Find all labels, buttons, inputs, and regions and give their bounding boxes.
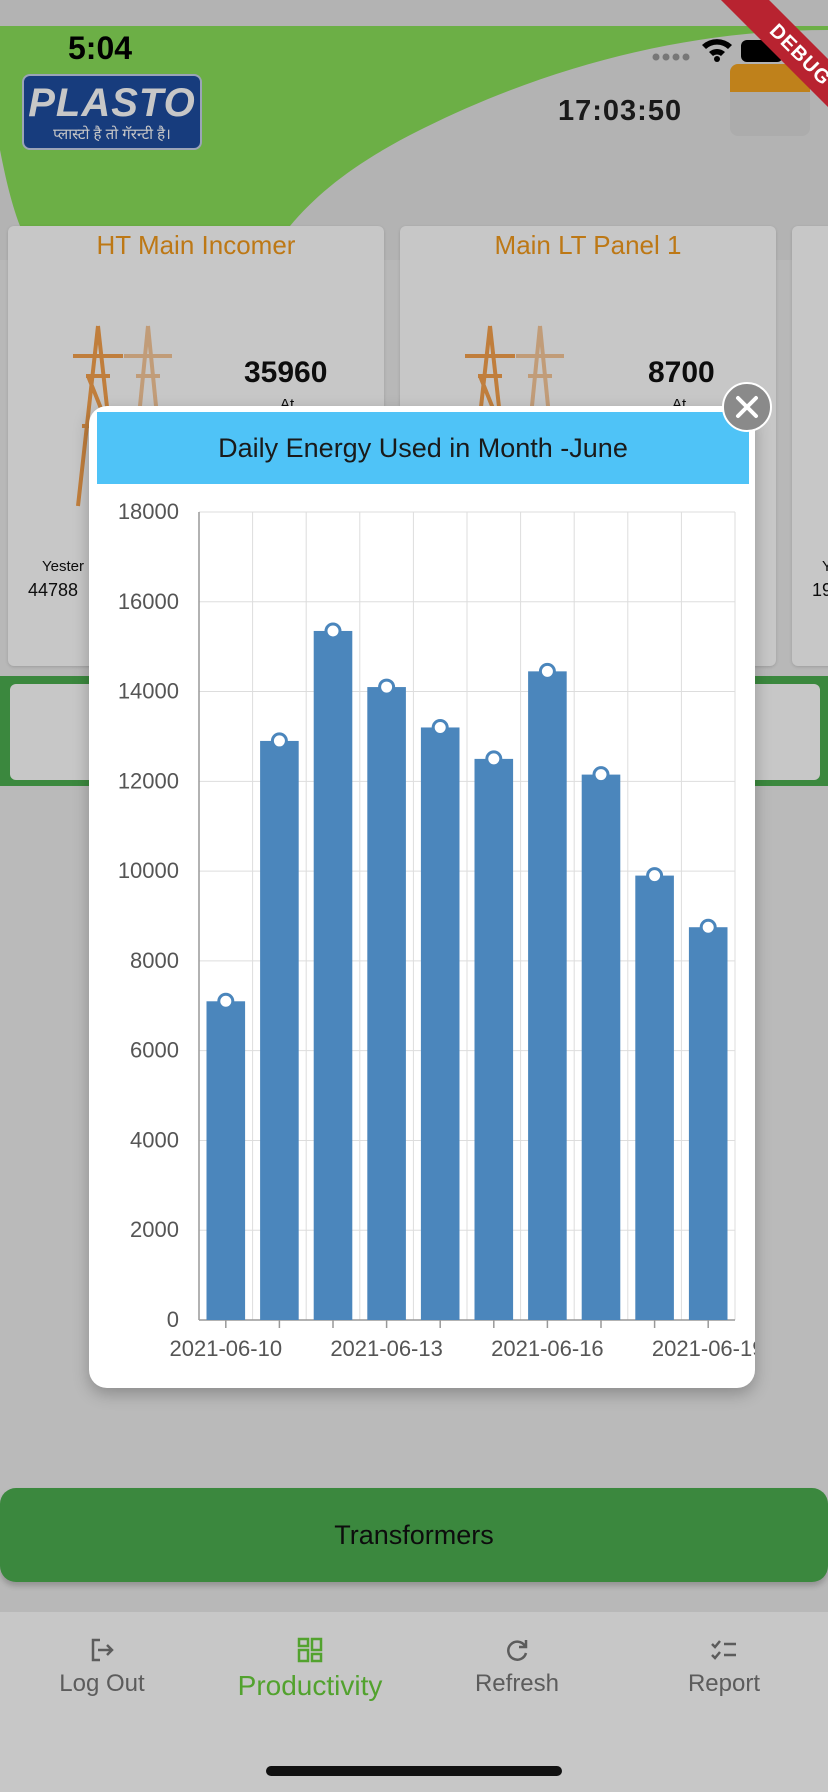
nav-label: Productivity [237, 1670, 383, 1701]
bar [313, 630, 353, 1320]
point-marker [324, 622, 342, 640]
point-marker [270, 732, 288, 750]
card-value: 8700 [648, 356, 715, 389]
logo-wordmark: PLASTO [28, 81, 196, 125]
card-yesterday-value: 44788 [28, 580, 79, 600]
refresh-icon [507, 1640, 528, 1661]
card-title: HT Main Incomer [96, 230, 296, 260]
point-marker [592, 766, 610, 784]
bar [581, 774, 621, 1320]
close-icon [736, 396, 758, 418]
bar [688, 927, 728, 1320]
card-partial-line1: Y [822, 558, 828, 575]
y-tick-label: 16000 [118, 589, 179, 614]
checklist-icon [711, 1640, 736, 1660]
x-tick-label: 2021-06-19 [652, 1336, 755, 1361]
y-tick-label: 0 [167, 1307, 179, 1332]
card-yesterday-label: Yester [42, 558, 84, 575]
nav-log-out[interactable]: Log Out [12, 1636, 192, 1698]
nav-refresh[interactable]: Refresh [427, 1636, 607, 1698]
point-marker [485, 750, 503, 768]
nav-label: Log Out [59, 1670, 145, 1697]
logout-icon [91, 1638, 114, 1662]
dialog-title: Daily Energy Used in Month -June [218, 433, 628, 463]
bar [260, 740, 299, 1320]
y-tick-label: 8000 [130, 948, 179, 973]
cellular-signal-icon [652, 53, 690, 61]
bar-chart: 0 2000 4000 6000 8000 10000 12000 14000 16000 180… [118, 499, 755, 1361]
close-dialog-button[interactable] [722, 382, 772, 432]
x-tick-label: 2021-06-13 [330, 1336, 443, 1361]
point-marker [431, 718, 449, 736]
x-tick-label: 2021-06-16 [491, 1336, 604, 1361]
header-green-wave [0, 26, 828, 226]
card-value: 35960 [244, 356, 328, 389]
point-marker [538, 662, 556, 680]
home-indicator [266, 1766, 562, 1776]
y-tick-label: 2000 [130, 1217, 179, 1242]
y-tick-label: 14000 [118, 679, 179, 704]
bar [420, 727, 460, 1320]
point-marker [217, 992, 235, 1010]
point-marker [699, 918, 717, 936]
transformers-label: Transformers [334, 1520, 494, 1550]
bar [206, 1001, 246, 1320]
status-bar-time: 5:04 [68, 30, 133, 66]
card-partial-third[interactable]: Y 19 [792, 226, 828, 666]
dashboard-icon [297, 1637, 323, 1663]
card-partial-line2: 19 [812, 580, 828, 600]
bottom-navigation: Log Out Productivity Refresh Report [0, 1612, 828, 1792]
bar [528, 671, 567, 1320]
logo-tagline: प्लास्टो है तो गॅरन्टी है। [53, 126, 171, 143]
y-tick-label: 12000 [118, 768, 179, 793]
y-tick-label: 4000 [130, 1127, 179, 1152]
y-tick-label: 10000 [118, 858, 179, 883]
y-tick-label: 18000 [118, 499, 179, 524]
y-tick-label: 6000 [130, 1038, 179, 1063]
plasto-logo: PLASTO प्लास्टो है तो गॅरन्टी है। [22, 74, 202, 150]
bar [367, 687, 406, 1320]
nav-report[interactable]: Report [634, 1636, 814, 1698]
nav-label: Report [687, 1670, 761, 1697]
card-title: Main LT Panel 1 [494, 230, 682, 260]
x-tick-label: 2021-06-10 [170, 1336, 283, 1361]
bar [474, 758, 514, 1320]
wifi-icon [702, 39, 732, 62]
nav-label: Refresh [474, 1670, 560, 1697]
live-clock: 17:03:50 [558, 95, 683, 127]
nav-productivity[interactable]: Productivity [220, 1636, 400, 1702]
point-marker [378, 678, 396, 696]
energy-chart-dialog: Daily Energy Used in Month -June 0 2000 40… [89, 406, 755, 1388]
point-marker [646, 867, 664, 885]
bar [635, 875, 674, 1320]
dialog-header: Daily Energy Used in Month -June [97, 412, 749, 484]
transformers-button[interactable]: Transformers [0, 1488, 828, 1582]
